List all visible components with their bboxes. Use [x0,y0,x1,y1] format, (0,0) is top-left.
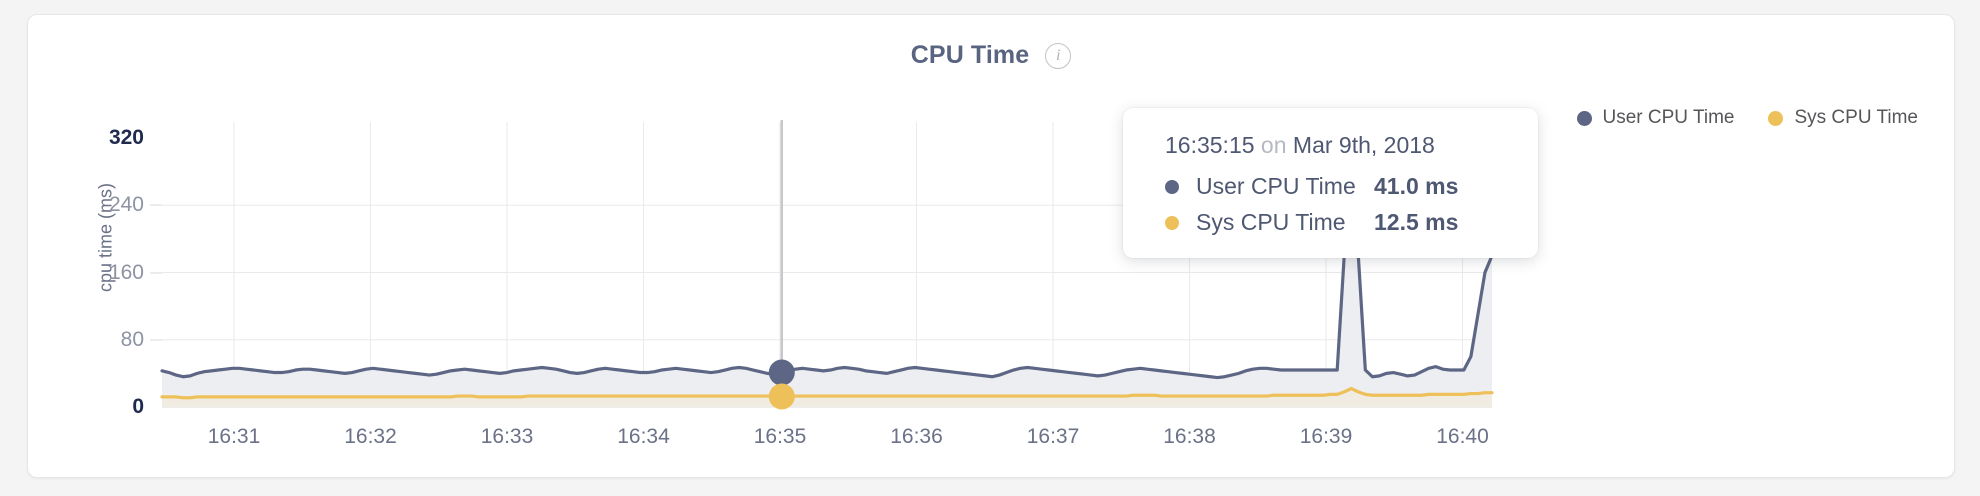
chart-svg [160,120,1494,410]
legend-item-sys-cpu-time[interactable]: Sys CPU Time [1768,107,1918,129]
tooltip-label-user-cpu-time: User CPU Time [1196,173,1356,199]
series-area-user-cpu-time [162,142,1492,407]
tooltip-value-sys-cpu-time: 12.5 ms [1374,209,1459,235]
tooltip-timestamp: 16:35:15 on Mar 9th, 2018 [1165,132,1508,159]
y-axis-tick-label: 320 [108,126,144,149]
tooltip-dot-sys-cpu-time [1165,215,1179,230]
y-axis-tick-mark [150,339,162,341]
y-axis-tick-label: 240 [108,193,144,217]
x-axis-tick-label: 16:36 [890,425,943,448]
legend-dot-sys-cpu-time [1768,110,1784,126]
legend-item-user-cpu-time[interactable]: User CPU Time [1576,107,1735,129]
y-axis-tick-label: 160 [108,260,144,284]
y-axis-tick-label: 0 [132,395,144,418]
crosshair-marker-user-cpu-time [768,359,795,386]
series-line-sys-cpu-time [160,386,1494,400]
series-line-user-cpu-time [160,140,1494,380]
series-area-sys-cpu-time [162,388,1492,407]
legend-dot-user-cpu-time [1576,110,1592,126]
info-icon[interactable]: i [1045,42,1072,69]
tooltip-label-sys-cpu-time: Sys CPU Time [1196,209,1346,235]
x-axis-tick-label: 16:40 [1436,425,1489,448]
tooltip-row-sys-cpu-time: Sys CPU Time 12.5 ms [1165,209,1508,236]
y-axis-tick-mark [150,204,162,206]
x-axis-tick-label: 16:34 [617,425,670,448]
x-axis-tick-label: 16:33 [480,425,534,448]
chart-plot-area[interactable]: cpu time (ms) 320 240 160 80 0 16:31 16:32 16:… [28,15,1954,477]
tooltip-row-user-cpu-time: User CPU Time 41.0 ms [1165,173,1508,200]
chart-legend: User CPU Time Sys CPU Time [1576,107,1918,129]
legend-label-sys-cpu-time: Sys CPU Time [1794,107,1918,128]
x-axis-tick-label: 16:38 [1163,425,1216,448]
tooltip-time: 16:35:15 [1165,132,1255,158]
legend-label-user-cpu-time: User CPU Time [1602,107,1735,128]
x-axis-tick-label: 16:32 [344,425,397,448]
tooltip-value-user-cpu-time: 41.0 ms [1374,173,1459,199]
x-axis-tick-label: 16:35 [753,425,807,448]
x-axis-tick-label: 16:39 [1299,425,1353,448]
chart-header: CPU Time i [28,41,1954,70]
x-axis-tick-label: 16:37 [1026,425,1080,448]
y-axis-tick-label: 80 [120,327,144,351]
x-axis-tick-label: 16:31 [207,425,261,448]
tooltip-date: Mar 9th, 2018 [1292,132,1435,158]
page-title: CPU Time [910,41,1030,69]
tooltip-on-word: on [1260,132,1287,158]
tooltip-dot-user-cpu-time [1165,179,1179,194]
y-axis-tick-mark [150,272,162,273]
chart-tooltip: 16:35:15 on Mar 9th, 2018 User CPU Time … [1123,108,1538,258]
cpu-time-chart-card: CPU Time i User CPU Time Sys CPU Time cp… [27,14,1955,478]
crosshair-marker-sys-cpu-time [768,383,795,410]
